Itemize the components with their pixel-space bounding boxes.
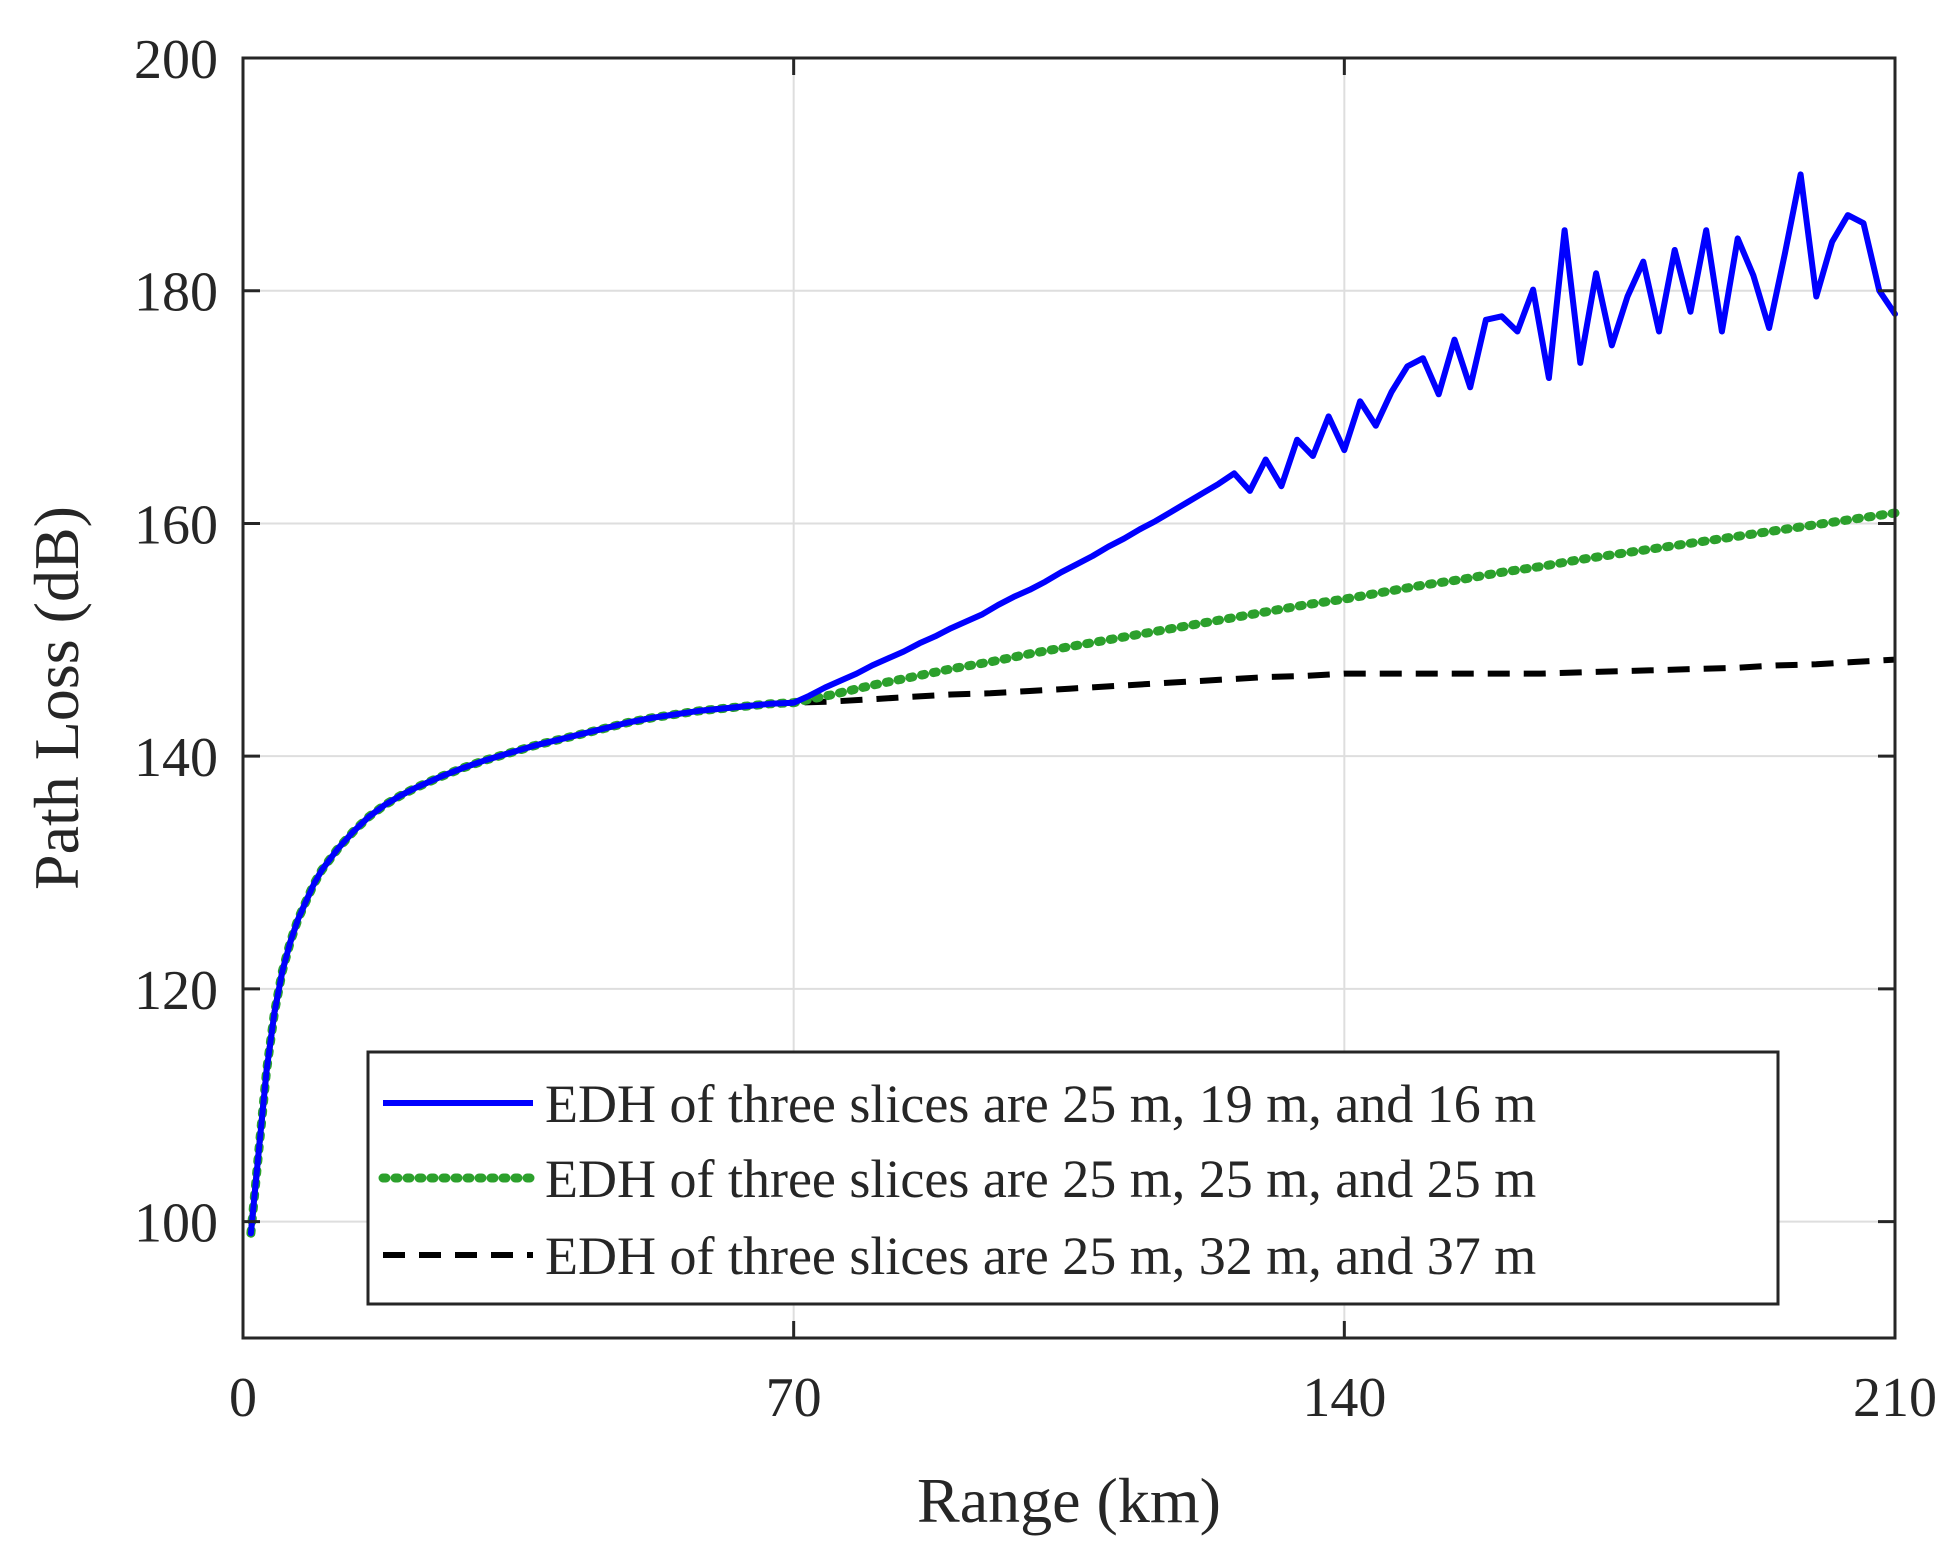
y-tick-label: 140 bbox=[134, 727, 218, 789]
x-tick-label: 70 bbox=[766, 1367, 822, 1429]
legend-label-series-1: EDH of three slices are 25 m, 19 m, and … bbox=[545, 1074, 1536, 1134]
y-tick-label: 200 bbox=[134, 29, 218, 91]
y-axis-title: Path Loss (dB) bbox=[21, 506, 92, 890]
y-tick-label: 160 bbox=[134, 494, 218, 556]
legend-label-series-3: EDH of three slices are 25 m, 32 m, and … bbox=[545, 1226, 1536, 1286]
series-line-1 bbox=[247, 171, 1898, 1237]
y-tick-label: 120 bbox=[134, 960, 218, 1022]
x-tick-label: 0 bbox=[229, 1367, 257, 1429]
y-tick-label: 180 bbox=[134, 262, 218, 324]
x-tick-label: 210 bbox=[1853, 1367, 1937, 1429]
legend-label-series-2: EDH of three slices are 25 m, 25 m, and … bbox=[545, 1149, 1536, 1209]
data-series bbox=[246, 171, 1900, 1238]
x-tick-label: 140 bbox=[1302, 1367, 1386, 1429]
series-line-3 bbox=[247, 656, 1896, 1234]
legend: EDH of three slices are 25 m, 19 m, and … bbox=[366, 1050, 1780, 1306]
x-axis-title: Range (km) bbox=[917, 1465, 1221, 1536]
y-tick-label: 100 bbox=[134, 1193, 218, 1255]
legend-box bbox=[366, 1050, 1780, 1306]
axes-box bbox=[241, 56, 1897, 1340]
y-tick-labels: 100 120 140 160 180 200 bbox=[134, 29, 218, 1255]
x-tick-labels: 0 70 140 210 bbox=[229, 1367, 1937, 1429]
axis-ticks bbox=[241, 56, 1897, 1338]
